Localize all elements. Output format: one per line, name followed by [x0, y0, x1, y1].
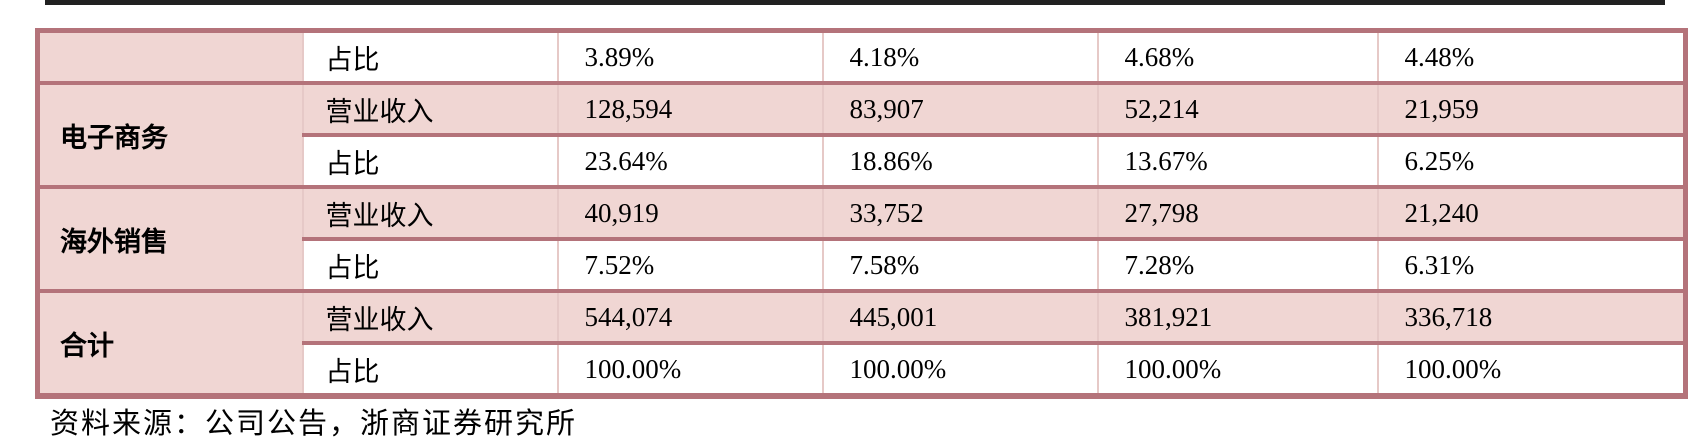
value-cell: 381,921 [1096, 289, 1378, 343]
value-cell: 7.28% [1096, 237, 1378, 291]
metric-cell: 营业收入 [301, 185, 558, 239]
value-cell: 100.00% [821, 341, 1098, 396]
metric-cell: 占比 [301, 133, 558, 187]
value-cell: 7.58% [821, 237, 1098, 291]
value-cell: 21,959 [1376, 81, 1686, 135]
table-row: 占比 100.00% 100.00% 100.00% 100.00% [38, 341, 1686, 396]
value-cell: 336,718 [1376, 289, 1686, 343]
value-cell: 83,907 [821, 81, 1098, 135]
value-cell: 18.86% [821, 133, 1098, 187]
value-cell: 23.64% [556, 133, 823, 187]
revenue-breakdown-table: 占比 3.89% 4.18% 4.68% 4.48% 电子商务 营业收入 128… [35, 28, 1688, 399]
value-cell: 40,919 [556, 185, 823, 239]
table-row: 海外销售 营业收入 40,919 33,752 27,798 21,240 [37, 185, 1686, 291]
source-note: 资料来源：公司公告，浙商证券研究所 [50, 408, 578, 440]
metric-cell: 营业收入 [301, 81, 558, 135]
value-cell: 100.00% [1096, 341, 1378, 396]
value-cell: 7.52% [556, 237, 823, 291]
group-cell: 海外销售 [37, 185, 303, 291]
table-row: 合计 营业收入 544,074 445,001 381,921 336,718 [37, 289, 1686, 396]
metric-cell: 营业收入 [301, 289, 558, 343]
value-cell: 4.48% [1376, 30, 1686, 83]
value-cell: 445,001 [821, 289, 1098, 343]
value-cell: 100.00% [556, 341, 823, 396]
value-cell: 544,074 [556, 289, 823, 343]
group-cell: 电子商务 [37, 81, 303, 187]
value-cell: 6.31% [1376, 237, 1686, 291]
value-cell: 128,594 [556, 81, 823, 135]
top-rule [45, 0, 1665, 5]
table-row: 占比 23.64% 18.86% 13.67% 6.25% [38, 133, 1686, 187]
value-cell: 13.67% [1096, 133, 1378, 187]
value-cell: 3.89% [556, 30, 823, 83]
value-cell: 6.25% [1376, 133, 1686, 187]
table-row: 占比 3.89% 4.18% 4.68% 4.48% [37, 30, 1686, 83]
value-cell: 4.18% [821, 30, 1098, 83]
metric-cell: 占比 [301, 341, 558, 396]
group-cell: 合计 [37, 289, 303, 396]
value-cell: 100.00% [1376, 341, 1686, 396]
value-cell: 52,214 [1096, 81, 1378, 135]
value-cell: 27,798 [1096, 185, 1378, 239]
metric-cell: 占比 [301, 30, 558, 83]
table-row: 占比 7.52% 7.58% 7.28% 6.31% [38, 237, 1686, 291]
value-cell: 21,240 [1376, 185, 1686, 239]
table-row: 电子商务 营业收入 128,594 83,907 52,214 21,959 [37, 81, 1686, 187]
value-cell: 4.68% [1096, 30, 1378, 83]
group-cell [37, 30, 303, 83]
value-cell: 33,752 [821, 185, 1098, 239]
metric-cell: 占比 [301, 237, 558, 291]
